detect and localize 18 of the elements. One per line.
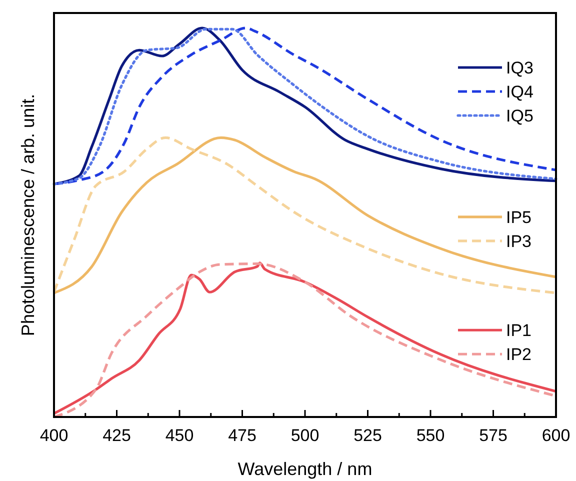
x-tick-label: 600: [542, 426, 570, 445]
x-tick-label: 425: [102, 426, 131, 445]
y-axis-title: Photoluminescence / arb. unit.: [18, 94, 38, 336]
x-tick-label: 575: [479, 426, 508, 445]
legend-label: IP3: [506, 232, 532, 251]
legend-label: IP5: [506, 208, 532, 227]
legend-label: IQ3: [506, 58, 534, 78]
legend-label: IP2: [506, 345, 532, 364]
x-tick-label: 525: [354, 426, 382, 445]
x-tick-label: 475: [228, 426, 256, 445]
x-axis-title: Wavelength / nm: [238, 459, 372, 479]
x-tick-label: 500: [290, 426, 320, 445]
x-tick-label: 550: [416, 426, 445, 445]
legend-label: IP1: [506, 321, 532, 340]
x-tick-label: 400: [40, 426, 68, 445]
x-tick-label: 450: [165, 426, 194, 445]
legend-label: IQ5: [506, 106, 534, 126]
legend-label: IQ4: [506, 82, 534, 102]
